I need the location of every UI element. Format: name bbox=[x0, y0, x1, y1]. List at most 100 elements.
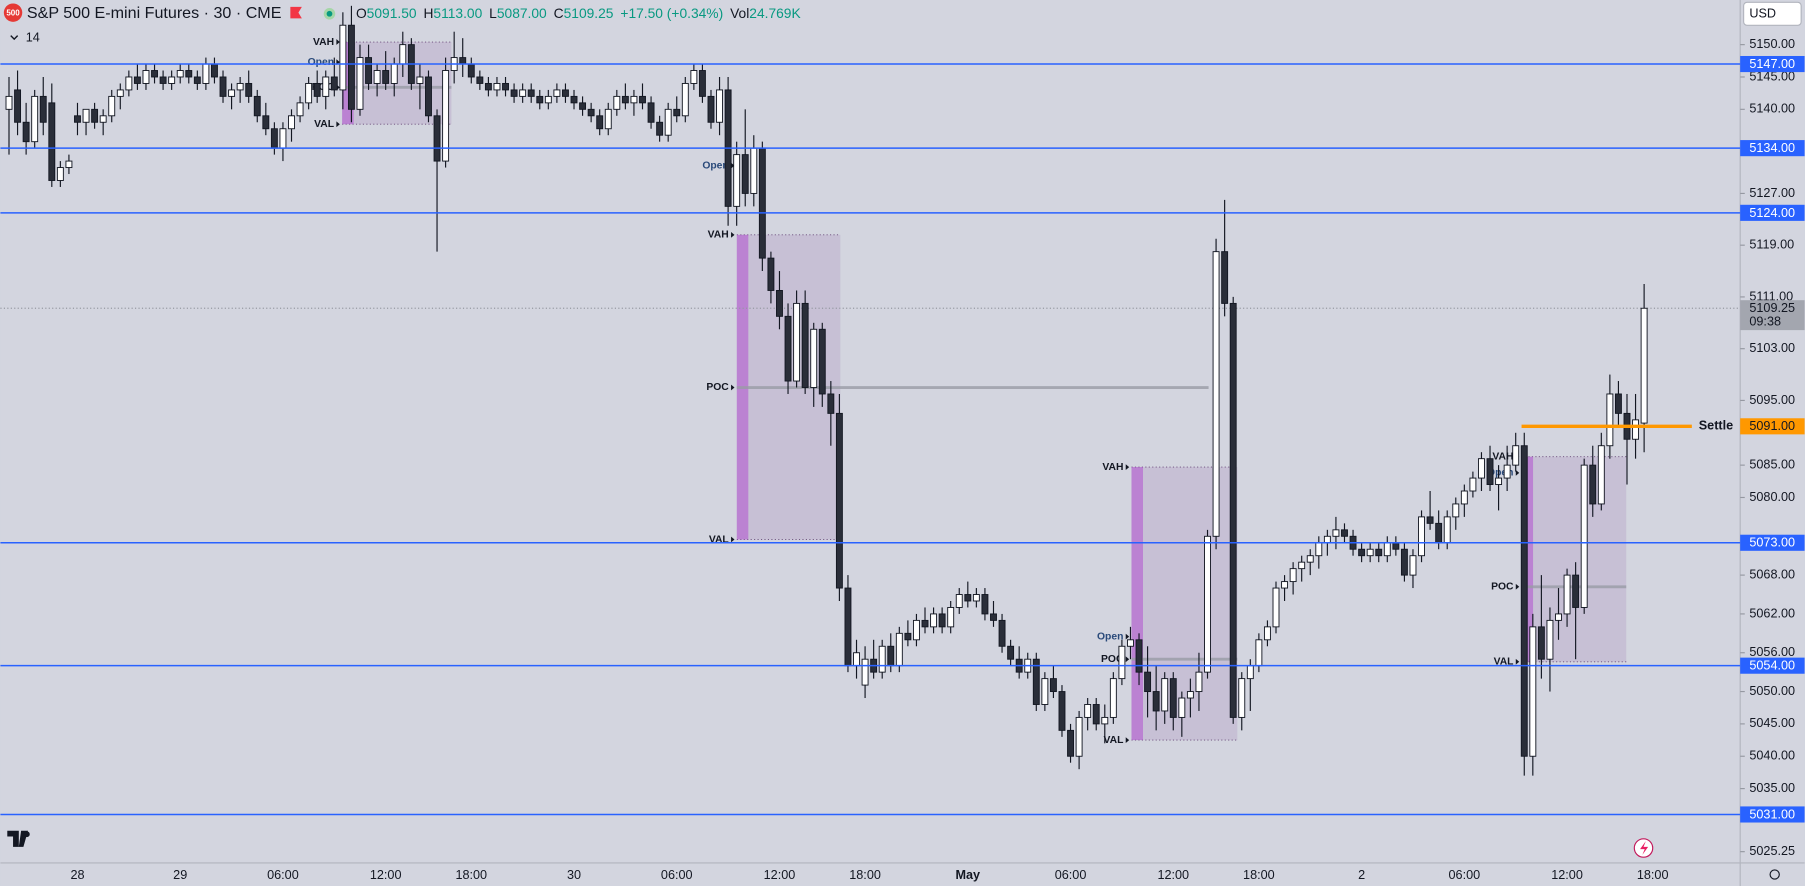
y-tick-label: 5095.00 bbox=[1749, 393, 1795, 407]
y-tick-label: 5025.25 bbox=[1749, 844, 1795, 858]
candle-body bbox=[270, 128, 278, 149]
indicator-count[interactable]: 14 bbox=[26, 30, 40, 44]
candle-body bbox=[801, 302, 809, 388]
candle-body bbox=[1400, 548, 1408, 576]
candle-body bbox=[904, 632, 912, 641]
x-tick-label: 12:00 bbox=[1157, 868, 1189, 882]
candle-body bbox=[818, 328, 826, 395]
currency-box[interactable] bbox=[1743, 1, 1802, 26]
candle-body bbox=[1109, 678, 1117, 718]
flag-icon[interactable] bbox=[290, 6, 302, 19]
tv-logo bbox=[7, 830, 30, 847]
candle-body bbox=[416, 76, 424, 84]
candle-body bbox=[1460, 490, 1468, 505]
candle-body bbox=[322, 76, 330, 97]
currency-button[interactable]: USD bbox=[1743, 1, 1802, 26]
header: 500 S&P 500 E-mini Futures · 30 · CME O5… bbox=[3, 3, 801, 44]
level-label: 5134.00 bbox=[1749, 141, 1795, 155]
candle-body bbox=[168, 76, 176, 84]
alert-bolt bbox=[1640, 841, 1649, 855]
level-label: 5073.00 bbox=[1749, 536, 1795, 550]
candle-body bbox=[1221, 251, 1229, 304]
profile-label: Open bbox=[1487, 468, 1513, 479]
candle-body bbox=[596, 115, 604, 130]
level-tag bbox=[1740, 140, 1805, 157]
candle-body bbox=[698, 70, 706, 97]
level-tag bbox=[1740, 657, 1805, 674]
profile-label: VAH bbox=[1102, 462, 1123, 473]
candle-body bbox=[1246, 665, 1254, 680]
settings-icon[interactable] bbox=[1769, 869, 1780, 880]
candle-body bbox=[1452, 503, 1460, 518]
candle-body bbox=[579, 102, 587, 110]
candle-body bbox=[108, 95, 116, 117]
candle-body bbox=[339, 24, 347, 91]
settle-name: Settle bbox=[1699, 419, 1733, 433]
candle-body bbox=[972, 594, 980, 602]
y-tick-label: 5150.00 bbox=[1749, 37, 1795, 51]
profile-marker bbox=[1515, 470, 1520, 476]
candle-body bbox=[1409, 555, 1417, 576]
candle-body bbox=[895, 632, 903, 667]
profile-label: VAL bbox=[1104, 735, 1124, 746]
candle-body bbox=[65, 160, 73, 169]
candle-body bbox=[133, 76, 141, 84]
value-area bbox=[1521, 456, 1627, 662]
candle-body bbox=[964, 594, 972, 602]
candle-body bbox=[1383, 542, 1391, 557]
profile-marker bbox=[1125, 464, 1130, 470]
candle-body bbox=[1358, 548, 1366, 557]
candle-body bbox=[202, 63, 210, 84]
candle-body bbox=[1512, 445, 1520, 466]
level-label: 5054.00 bbox=[1749, 659, 1795, 673]
candle-body bbox=[1495, 477, 1503, 486]
symbol-icon-text: 500 bbox=[6, 8, 20, 17]
candle-body bbox=[938, 613, 946, 628]
collapse-chevron[interactable] bbox=[10, 35, 19, 41]
volume-key: Vol bbox=[730, 5, 749, 20]
candle-body bbox=[784, 315, 792, 382]
y-tick-label: 5111.00 bbox=[1749, 289, 1793, 303]
candle-body bbox=[399, 44, 407, 65]
profile-marker bbox=[1125, 633, 1130, 640]
profile-label: POC bbox=[706, 382, 729, 393]
level-label: 5124.00 bbox=[1749, 206, 1795, 220]
candle-body bbox=[981, 594, 989, 615]
symbol-title[interactable]: S&P 500 E-mini Futures · 30 · CME bbox=[27, 4, 282, 22]
candle-body bbox=[467, 63, 475, 78]
ohlc-value: 5091.50 bbox=[367, 5, 417, 20]
candle-body bbox=[14, 89, 22, 123]
candle-body bbox=[1306, 555, 1314, 563]
candle-body bbox=[1204, 535, 1211, 673]
candle-body bbox=[647, 102, 655, 123]
candle-body bbox=[630, 95, 638, 104]
countdown: 09:38 bbox=[1749, 314, 1781, 328]
candle-body bbox=[288, 115, 295, 130]
candle-body bbox=[707, 95, 715, 123]
currency[interactable]: USD bbox=[1749, 7, 1776, 21]
candle-body bbox=[1161, 678, 1169, 712]
candle-body bbox=[228, 89, 236, 97]
settle-tag bbox=[1740, 418, 1805, 435]
candle-body bbox=[1572, 574, 1580, 608]
candle-body bbox=[1443, 516, 1451, 544]
candle-body bbox=[1366, 548, 1374, 557]
candle-body bbox=[921, 619, 929, 628]
ohlc-value: 5109.25 bbox=[564, 5, 614, 20]
x-tick-label: 06:00 bbox=[1055, 868, 1087, 882]
x-tick-label: 18:00 bbox=[849, 868, 881, 882]
candle-body bbox=[1186, 691, 1194, 699]
y-tick-label: 5085.00 bbox=[1749, 457, 1795, 471]
profile-column bbox=[1131, 467, 1143, 741]
candle-body bbox=[1580, 464, 1588, 608]
candle-body bbox=[236, 82, 244, 91]
candle-body bbox=[211, 63, 218, 78]
candle-body bbox=[330, 76, 338, 91]
candle-body bbox=[433, 115, 441, 162]
candle-body bbox=[1127, 639, 1134, 647]
candle-body bbox=[536, 95, 544, 104]
value-area bbox=[1131, 467, 1238, 741]
candle-body bbox=[1032, 658, 1040, 705]
profile-marker bbox=[1515, 583, 1520, 590]
candle-body bbox=[861, 658, 869, 686]
